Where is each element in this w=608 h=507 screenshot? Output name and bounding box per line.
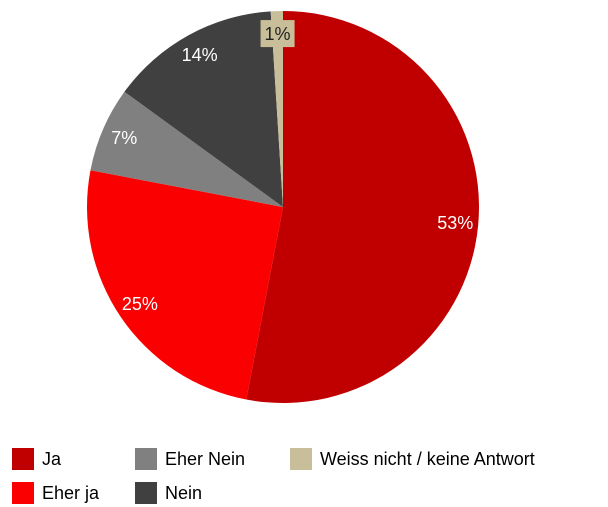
- legend-swatch: [12, 448, 34, 470]
- legend-label: Eher Nein: [165, 449, 245, 469]
- data-label: 7%: [111, 128, 137, 148]
- legend-label: Nein: [165, 483, 202, 503]
- data-label-box: [260, 20, 295, 48]
- legend-label: Ja: [42, 449, 62, 469]
- data-label: 25%: [122, 294, 158, 314]
- data-label: 1%: [265, 24, 291, 44]
- pie-slice: [90, 91, 283, 207]
- legend-label: Weiss nicht / keine Antwort: [320, 449, 535, 469]
- legend-label: Eher ja: [42, 483, 100, 503]
- data-label: 14%: [182, 45, 218, 65]
- legend-swatch: [12, 482, 34, 504]
- legend-swatch: [135, 448, 157, 470]
- pie-slice: [246, 11, 479, 403]
- pie-slice: [270, 11, 283, 207]
- data-label: 53%: [437, 213, 473, 233]
- pie-slice: [124, 11, 283, 207]
- legend-swatch: [135, 482, 157, 504]
- pie-slice: [86, 170, 283, 400]
- legend-swatch: [290, 448, 312, 470]
